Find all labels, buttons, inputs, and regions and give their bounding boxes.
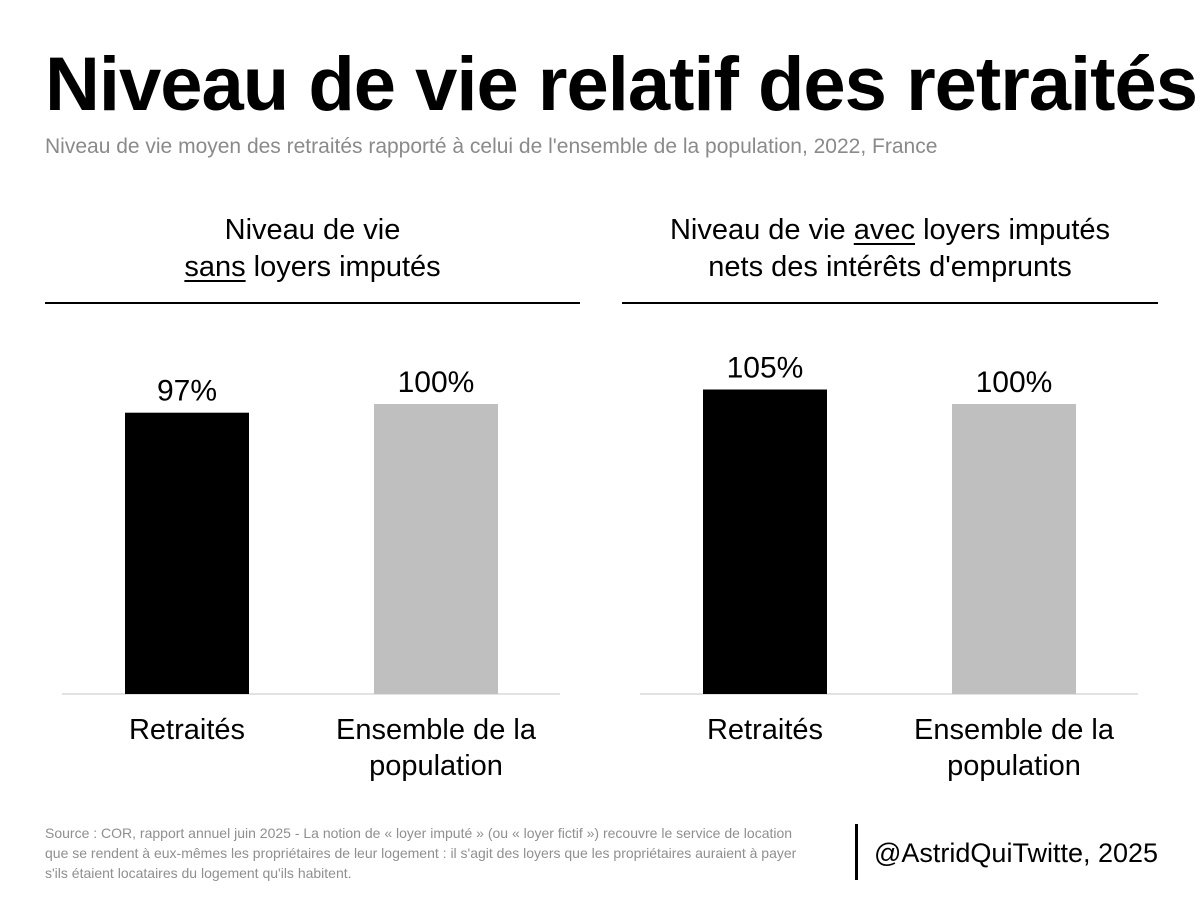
bar-retraites xyxy=(125,412,249,694)
panel-left-heading: Niveau de vie sans loyers imputés xyxy=(45,212,580,286)
panel-left-heading-rest: loyers imputés xyxy=(245,251,441,283)
credit-divider xyxy=(855,824,858,880)
panel-left-heading-underlined: sans xyxy=(184,251,246,283)
panel-right-rule xyxy=(622,302,1158,304)
category-label-line: Ensemble de la xyxy=(336,714,536,746)
panel-right-heading-pre: Niveau de vie xyxy=(669,214,854,246)
source-footnote: Source : COR, rapport annuel juin 2025 -… xyxy=(45,825,797,881)
category-label: Ensemble de la population xyxy=(884,712,1144,784)
category-label-line: Retraités xyxy=(706,714,824,746)
category-label-line: Ensemble de la xyxy=(914,714,1114,746)
bar-ensemble xyxy=(374,404,498,694)
panel-right-heading-line1: Niveau de vie avec loyers imputés xyxy=(620,212,1160,249)
panel-left-rule xyxy=(45,302,580,304)
category-label-line: population xyxy=(369,750,503,782)
panel-right-heading-post: loyers imputés xyxy=(915,214,1111,246)
category-label: Ensemble de la population xyxy=(306,712,566,784)
panel-left-heading-line1: Niveau de vie xyxy=(224,214,401,246)
bar-value-label: 100% xyxy=(398,366,475,399)
category-label-line: Retraités xyxy=(128,714,246,746)
chart-subtitle: Niveau de vie moyen des retraités rappor… xyxy=(45,135,938,158)
bar-value-label: 97% xyxy=(157,375,217,408)
category-label-line: population xyxy=(947,750,1081,782)
panel-right-heading-line2: nets des intérêts d'emprunts xyxy=(708,251,1072,283)
bar-value-label: 105% xyxy=(727,352,804,385)
bar-ensemble xyxy=(952,404,1076,694)
bar-retraites xyxy=(703,389,827,694)
category-label: Retraités xyxy=(57,712,317,748)
bar-value-label: 100% xyxy=(976,366,1053,399)
panel-right-heading-underlined: avec xyxy=(853,214,916,246)
panel-left-heading-line2: sans loyers imputés xyxy=(45,249,580,286)
panel-right-heading: Niveau de vie avec loyers imputés nets d… xyxy=(620,212,1160,286)
category-label: Retraités xyxy=(635,712,895,748)
author-credit: @AstridQuiTwitte, 2025 xyxy=(874,838,1159,868)
chart-title: Niveau de vie relatif des retraités xyxy=(45,42,1198,127)
